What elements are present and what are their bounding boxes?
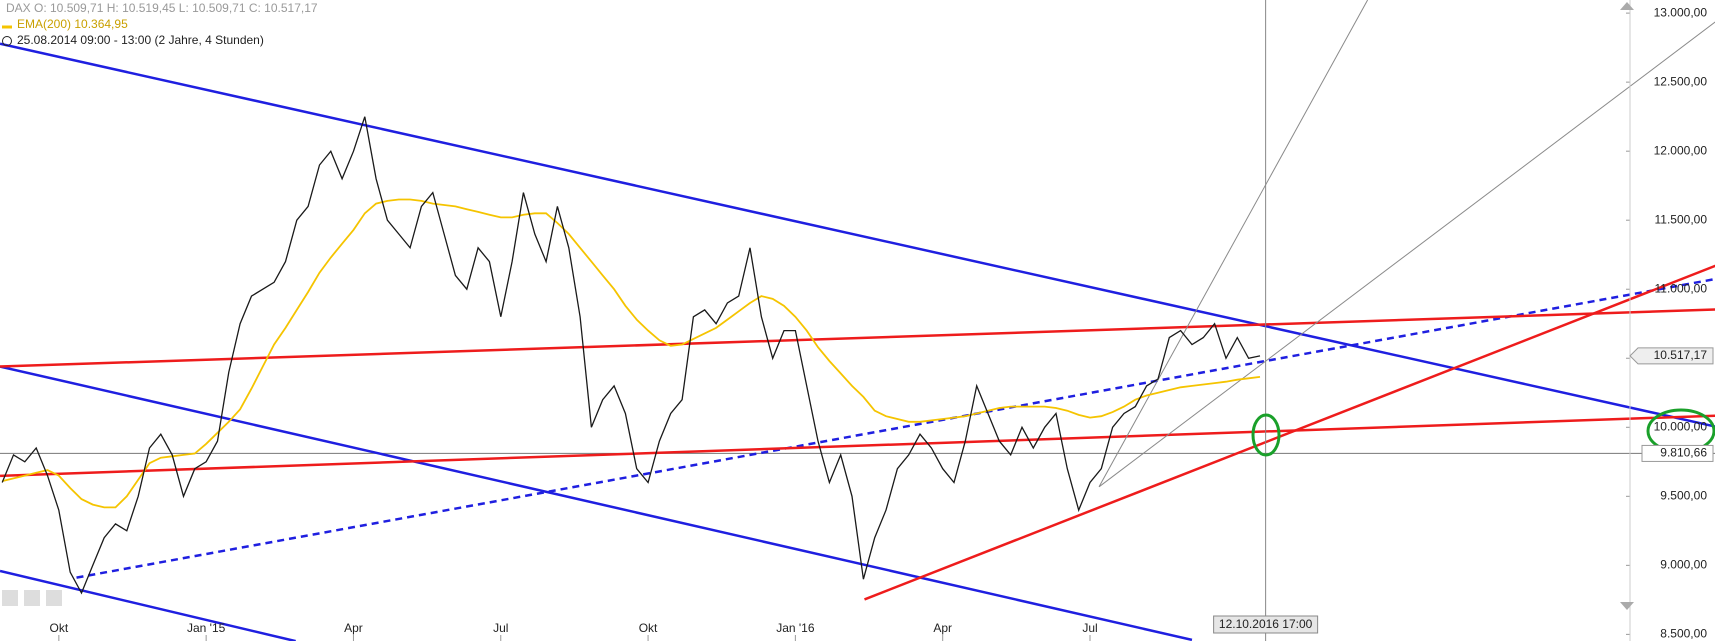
x-tick-label: Apr [344, 621, 363, 635]
zoom-button[interactable] [24, 590, 40, 606]
zoom-button[interactable] [2, 590, 18, 606]
circle-annotation [1251, 413, 1281, 457]
x-tick-label: Jul [1082, 621, 1097, 635]
x-tick-label: Okt [639, 621, 658, 635]
header-ema: EMA(200) 10.364,95 [17, 17, 128, 31]
y-tick-label: 9.500,00 [1660, 488, 1707, 502]
header-range: 25.08.2014 09:00 - 13:00 (2 Jahre, 4 Stu… [17, 33, 264, 47]
trendline [0, 414, 1715, 478]
trendline [1098, 0, 1369, 488]
x-tick-label: Jul [493, 621, 508, 635]
y-tick-label: 10.000,00 [1654, 419, 1708, 433]
trendline [0, 308, 1715, 368]
scroll-icon[interactable] [1620, 602, 1634, 610]
header-ohlc: DAX O: 10.509,71 H: 10.519,45 L: 10.509,… [6, 1, 318, 15]
x-tick-label: Okt [50, 621, 69, 635]
y-tick-label: 11.000,00 [1655, 281, 1708, 295]
trendline [0, 569, 296, 641]
cursor-label-box [1213, 615, 1319, 634]
x-tick-label: Jan '16 [776, 621, 815, 635]
ema-line [1, 198, 1261, 509]
y-tick-label: 9.000,00 [1660, 558, 1707, 572]
y-tick-label: 12.000,00 [1654, 143, 1708, 157]
trendline [864, 264, 1715, 601]
cursor-label: 12.10.2016 17:00 [1219, 617, 1313, 631]
trendline [0, 42, 1715, 428]
y-tick-label: 13.000,00 [1654, 5, 1708, 19]
y-tick-label: 8.500,00 [1660, 627, 1707, 641]
last-price-tag [1629, 347, 1714, 365]
scroll-icon[interactable] [1620, 2, 1634, 10]
zoom-button[interactable] [46, 590, 62, 606]
y-tick-label: 11.500,00 [1655, 212, 1708, 226]
last-price-label: 10.517,17 [1654, 348, 1708, 362]
price-line [1, 116, 1261, 595]
x-tick-label: Jan '15 [187, 621, 226, 635]
y-tick-label: 12.500,00 [1654, 74, 1708, 88]
trendline [0, 365, 1193, 641]
trendline [76, 277, 1715, 579]
trendline [1098, 21, 1715, 488]
clock-icon [2, 36, 12, 46]
level-label: 9.810,66 [1660, 446, 1707, 460]
x-tick-label: Apr [933, 621, 952, 635]
level-tag [1641, 444, 1714, 462]
